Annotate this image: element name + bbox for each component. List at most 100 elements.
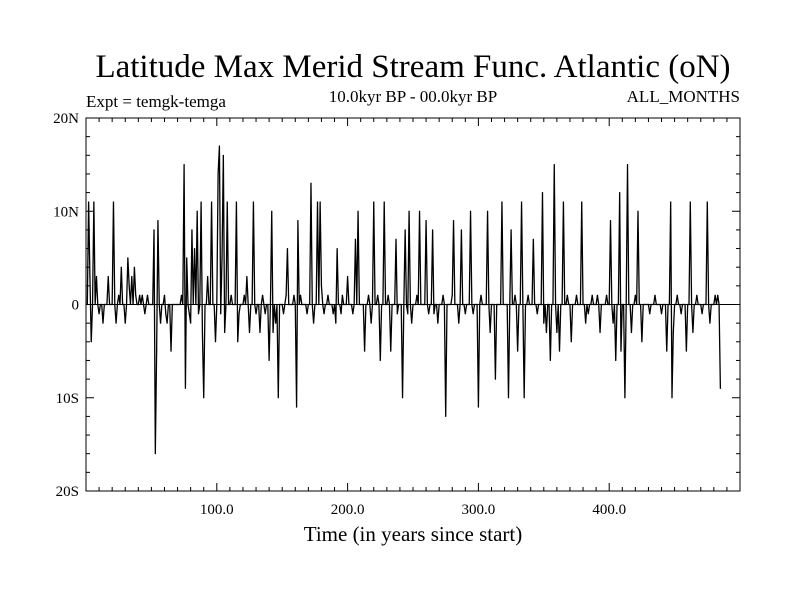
- data-point: [170, 350, 172, 352]
- data-point: [539, 303, 541, 306]
- data-point: [595, 303, 597, 306]
- data-point: [282, 313, 285, 315]
- data-point: [265, 303, 268, 306]
- data-point: [349, 303, 351, 306]
- data-point: [692, 331, 694, 334]
- data-point: [630, 331, 633, 334]
- data-point: [420, 303, 422, 306]
- data-point: [90, 341, 92, 343]
- data-point: [373, 201, 375, 203]
- data-point: [615, 359, 617, 362]
- data-point: [684, 303, 686, 306]
- data-point: [621, 303, 623, 306]
- data-point: [554, 303, 557, 306]
- data-point: [345, 303, 347, 306]
- data-point: [645, 303, 647, 306]
- data-point: [677, 303, 680, 306]
- data-point: [667, 303, 669, 306]
- data-point: [226, 201, 228, 203]
- data-point: [463, 303, 465, 306]
- data-point: [523, 397, 525, 399]
- data-point: [166, 322, 168, 324]
- data-point: [203, 397, 205, 399]
- data-point: [573, 303, 575, 306]
- data-point: [115, 322, 117, 324]
- data-point: [494, 378, 497, 380]
- data-point: [125, 303, 128, 306]
- data-point: [671, 397, 673, 399]
- data-point: [547, 303, 549, 306]
- data-point: [540, 303, 542, 306]
- data-point: [370, 322, 372, 324]
- data-point: [659, 303, 661, 306]
- data-point: [583, 303, 585, 306]
- data-point: [161, 303, 163, 306]
- data-point: [387, 294, 389, 296]
- data-point: [552, 303, 554, 306]
- data-point: [582, 303, 584, 306]
- data-point: [672, 331, 674, 334]
- data-point: [239, 303, 241, 306]
- data-point: [190, 322, 192, 324]
- data-point: [569, 303, 571, 306]
- data-point: [612, 322, 614, 324]
- data-point: [654, 294, 656, 296]
- data-point: [353, 303, 355, 306]
- data-point: [306, 313, 308, 315]
- data-point: [530, 303, 532, 306]
- data-point: [307, 303, 309, 306]
- y-axis-tick-labels: 20N 10N 0 10S 20S: [53, 111, 79, 500]
- data-point: [217, 173, 219, 175]
- data-point: [674, 303, 676, 306]
- data-point: [467, 303, 469, 306]
- data-point: [526, 303, 528, 306]
- data-point: [132, 303, 134, 306]
- data-point: [447, 303, 449, 306]
- data-point: [112, 201, 115, 203]
- data-point: [405, 303, 408, 306]
- data-point: [193, 247, 196, 250]
- data-point: [110, 303, 112, 306]
- data-point: [381, 303, 383, 306]
- data-point: [456, 303, 459, 306]
- data-point: [316, 201, 319, 203]
- data-point: [290, 303, 292, 306]
- data-point: [95, 275, 98, 278]
- data-point: [608, 303, 610, 306]
- data-point: [428, 313, 430, 315]
- data-point: [386, 303, 388, 306]
- data-point: [535, 303, 537, 306]
- data-point: [549, 359, 551, 362]
- data-point: [207, 275, 209, 278]
- data-point: [301, 303, 303, 306]
- data-point: [638, 303, 640, 306]
- data-point: [256, 303, 258, 306]
- data-point: [434, 303, 436, 306]
- data-point: [527, 294, 529, 296]
- data-point: [124, 322, 126, 324]
- data-point: [571, 303, 574, 306]
- data-point: [286, 247, 289, 250]
- data-point: [655, 303, 657, 306]
- data-point: [297, 219, 299, 222]
- data-point: [443, 303, 445, 306]
- data-point: [281, 303, 283, 306]
- data-point: [142, 303, 145, 306]
- data-point: [433, 313, 435, 315]
- data-point: [326, 303, 328, 306]
- data-point: [254, 303, 256, 306]
- time-range-label: 10.0kyr BP - 00.0kyr BP: [329, 87, 497, 106]
- data-point: [642, 303, 644, 306]
- data-point: [382, 303, 384, 306]
- data-point: [97, 303, 99, 306]
- data-point: [158, 303, 160, 306]
- data-point: [473, 303, 476, 306]
- data-point: [528, 303, 531, 306]
- data-point: [336, 247, 338, 250]
- data-point: [717, 294, 719, 296]
- data-point: [141, 294, 143, 296]
- data-point: [214, 341, 217, 343]
- data-point: [295, 406, 298, 408]
- data-point: [135, 294, 137, 296]
- data-point: [361, 303, 363, 306]
